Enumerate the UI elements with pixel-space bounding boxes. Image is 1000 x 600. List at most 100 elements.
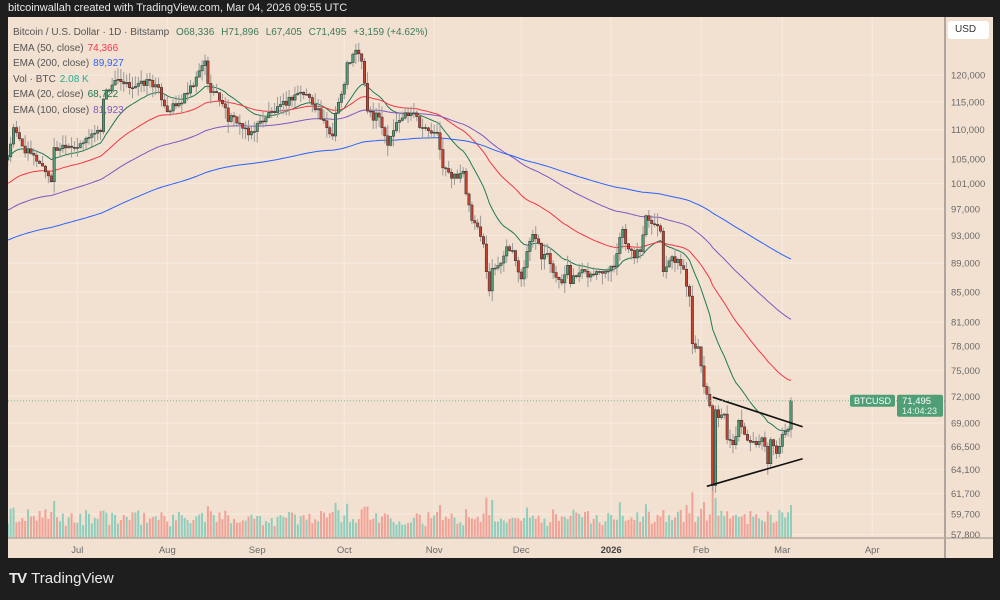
candle	[145, 79, 149, 86]
volume-bar	[276, 516, 279, 538]
volume-bar	[380, 516, 383, 538]
volume-bar	[247, 516, 250, 538]
volume-bar	[720, 510, 723, 538]
candle	[90, 133, 94, 138]
volume-bar	[775, 521, 778, 538]
volume-bar	[415, 513, 418, 538]
volume-bar	[116, 523, 119, 538]
indicator-label: Vol · BTC	[13, 73, 56, 85]
volume-bar	[615, 519, 618, 538]
volume-bar	[267, 522, 270, 538]
price-tick-label: 78,000	[951, 341, 980, 352]
candle	[183, 93, 187, 104]
volume-bar	[624, 520, 627, 538]
volume-bar	[540, 522, 543, 538]
candle	[409, 112, 413, 116]
volume-bar	[563, 516, 566, 538]
volume-bar	[482, 513, 485, 538]
volume-bar	[526, 507, 529, 538]
candle	[278, 104, 282, 107]
volume-bar	[111, 512, 114, 538]
volume-bar	[128, 520, 131, 538]
volume-bar	[125, 516, 128, 538]
legend-ema20[interactable]: EMA (20, close) 68,722	[13, 87, 432, 103]
price-tick-label: 66,500	[951, 442, 980, 453]
volume-bar	[433, 515, 436, 538]
candle	[197, 70, 201, 78]
volume-bar	[566, 519, 569, 538]
candle	[41, 163, 44, 167]
symbol-label[interactable]: Bitcoin / U.S. Dollar · 1D · Bitstamp	[13, 27, 170, 38]
currency-button[interactable]: USD	[948, 21, 989, 39]
volume-bar	[206, 506, 209, 538]
candle	[386, 135, 390, 146]
volume-bar	[650, 523, 653, 538]
volume-bar	[331, 511, 334, 538]
volume-bar	[784, 517, 787, 538]
volume-bar	[235, 522, 238, 538]
volume-bar	[447, 518, 450, 538]
candle	[206, 60, 210, 84]
volume-bar	[456, 523, 459, 538]
legend-volume[interactable]: Vol · BTC 2.08 K	[13, 72, 432, 88]
candle	[20, 138, 24, 147]
close-value: C71,495	[308, 27, 347, 38]
time-tick-label: Sep	[249, 545, 266, 556]
candle	[676, 259, 680, 263]
symbol-ohlc-row: Bitcoin / U.S. Dollar · 1D · Bitstamp O6…	[13, 25, 432, 41]
volume-bar	[621, 515, 624, 538]
candle	[577, 272, 581, 277]
candle	[209, 83, 213, 93]
candle	[351, 53, 355, 63]
volume-bar	[676, 511, 679, 538]
candle	[128, 82, 132, 89]
volume-bar	[479, 521, 482, 538]
time-tick-label: Apr	[865, 545, 880, 556]
candle	[133, 86, 137, 89]
candle	[734, 436, 738, 445]
candle	[432, 131, 436, 134]
volume-bar	[279, 515, 282, 538]
volume-bar	[154, 516, 157, 538]
volume-bar	[151, 516, 154, 538]
tradingview-logo[interactable]: TV TradingView	[9, 570, 114, 587]
volume-bar	[58, 521, 61, 538]
ema-200-line	[8, 137, 792, 260]
price-tick-label: 85,000	[951, 287, 980, 298]
volume-bar	[273, 525, 276, 538]
legend-ema100[interactable]: EMA (100, close) 81,923	[13, 103, 432, 119]
candle	[102, 98, 105, 132]
volume-bar	[27, 509, 30, 538]
candle	[43, 165, 47, 173]
candle	[99, 129, 103, 132]
volume-bar	[644, 504, 647, 538]
low-value: L67,405	[265, 27, 302, 38]
candle	[725, 413, 729, 440]
legend-ema50[interactable]: EMA (50, close) 74,366	[13, 41, 432, 57]
candle	[70, 145, 74, 148]
candle	[682, 265, 686, 270]
volume-bar	[12, 507, 15, 538]
volume-bar	[340, 522, 343, 538]
volume-bar	[392, 522, 395, 538]
volume-bar	[372, 518, 375, 538]
ema-100-line	[8, 109, 792, 320]
volume-bar	[378, 522, 381, 538]
price-tick-label: 120,000	[951, 71, 985, 82]
price-chart[interactable]: 120,000 115,000 110,000 105,000 101,000 97,00…	[8, 17, 993, 558]
candle	[189, 85, 192, 94]
volume-bar	[270, 518, 273, 538]
volume-bar	[32, 516, 35, 538]
volume-bar	[218, 512, 221, 538]
legend-ema200[interactable]: EMA (200, close) 89,927	[13, 56, 432, 72]
volume-bar	[354, 522, 357, 538]
volume-bar	[389, 518, 392, 538]
candle	[653, 223, 657, 225]
candle	[26, 148, 30, 154]
candle	[87, 137, 91, 139]
candle	[284, 100, 288, 106]
candle	[464, 171, 468, 195]
volume-bar	[523, 518, 526, 538]
change-value: +3,159 (+4.62%)	[353, 27, 428, 38]
candle	[424, 127, 427, 129]
